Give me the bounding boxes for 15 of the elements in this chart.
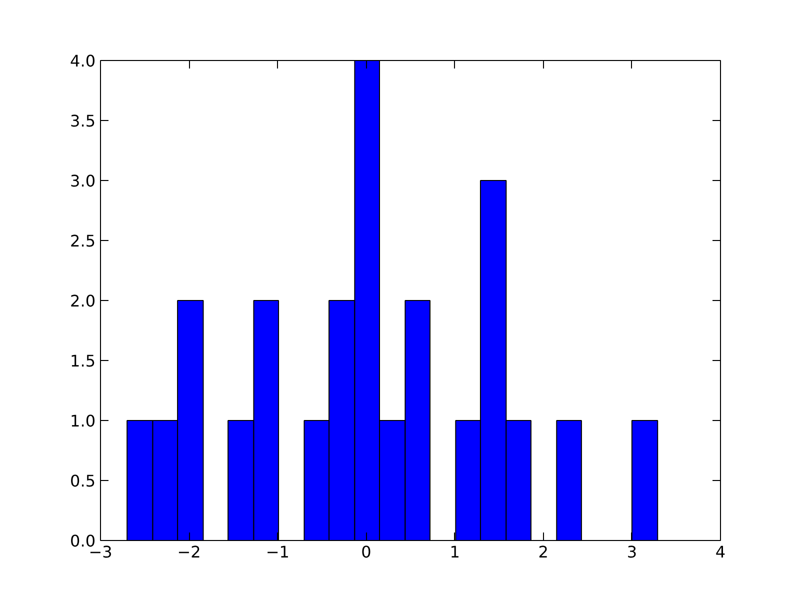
y-tick-label: 3.5 (70, 112, 96, 130)
y-tick-label: 2.5 (70, 232, 96, 250)
x-tick-label: 0 (361, 542, 372, 562)
y-tick-label: 0.5 (70, 472, 96, 490)
y-tick-label: 3.0 (70, 172, 96, 190)
y-tick-label: 4.0 (70, 52, 96, 70)
x-tick-label: −1 (266, 542, 290, 562)
y-tick-label: 1.0 (70, 412, 96, 430)
x-tick-label: 3 (626, 542, 638, 562)
y-tick-label: 2.0 (70, 292, 96, 310)
y-tick-label: 1.5 (70, 352, 96, 370)
x-tick-label: 4 (715, 542, 726, 562)
x-tick-label: 1 (450, 542, 460, 562)
x-tick-label: −2 (177, 542, 201, 562)
x-tick-label: 2 (538, 542, 548, 562)
